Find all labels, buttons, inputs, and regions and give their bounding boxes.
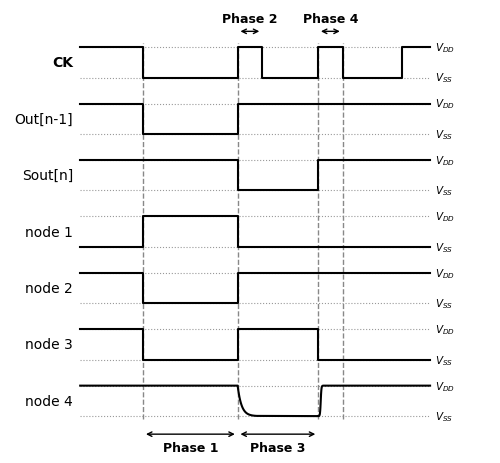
Text: $V_{DD}$: $V_{DD}$	[436, 154, 455, 168]
Text: $V_{SS}$: $V_{SS}$	[436, 72, 454, 85]
Text: Sout[n]: Sout[n]	[22, 169, 73, 183]
Text: $V_{DD}$: $V_{DD}$	[436, 379, 455, 393]
Text: Phase 2: Phase 2	[222, 13, 278, 25]
Text: $V_{SS}$: $V_{SS}$	[436, 297, 454, 311]
Text: $V_{DD}$: $V_{DD}$	[436, 97, 455, 111]
Text: node 3: node 3	[26, 338, 73, 352]
Text: node 4: node 4	[26, 394, 73, 408]
Text: CK: CK	[52, 56, 73, 70]
Text: Phase 4: Phase 4	[302, 13, 358, 25]
Text: Out[n-1]: Out[n-1]	[14, 113, 73, 126]
Text: $V_{SS}$: $V_{SS}$	[436, 353, 454, 367]
Text: $V_{DD}$: $V_{DD}$	[436, 323, 455, 337]
Text: $V_{SS}$: $V_{SS}$	[436, 184, 454, 198]
Text: $V_{SS}$: $V_{SS}$	[436, 128, 454, 142]
Text: node 1: node 1	[26, 225, 73, 239]
Text: $V_{DD}$: $V_{DD}$	[436, 41, 455, 55]
Text: $V_{SS}$: $V_{SS}$	[436, 240, 454, 254]
Text: Phase 1: Phase 1	[162, 441, 218, 454]
Text: $V_{DD}$: $V_{DD}$	[436, 210, 455, 224]
Text: Phase 3: Phase 3	[250, 441, 306, 454]
Text: $V_{SS}$: $V_{SS}$	[436, 409, 454, 423]
Text: $V_{DD}$: $V_{DD}$	[436, 266, 455, 280]
Text: node 2: node 2	[26, 282, 73, 295]
